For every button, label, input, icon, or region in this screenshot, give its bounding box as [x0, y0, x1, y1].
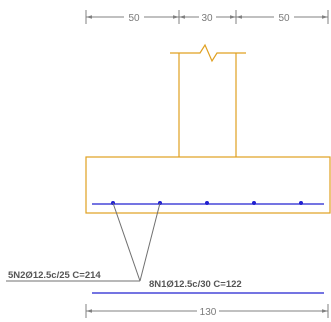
leader-line-left	[112, 202, 141, 282]
column-break-line	[170, 43, 246, 63]
rebar-dot	[205, 201, 209, 205]
bottom-dimension	[85, 304, 329, 318]
rebar-label-n1: 8N1Ø12.5c/30 C=122	[149, 279, 242, 290]
rebar-dot	[299, 201, 303, 205]
dim-text-right: 50	[278, 13, 290, 24]
column-outline	[170, 43, 246, 157]
dim-text-bottom: 130	[200, 307, 217, 318]
rebar-dot	[252, 201, 256, 205]
top-dimension	[85, 10, 329, 24]
leader-lines	[6, 202, 161, 282]
dim-text-middle: 30	[201, 13, 213, 24]
leader-line-right	[139, 202, 161, 282]
rebar-label-n2: 5N2Ø12.5c/25 C=214	[8, 270, 101, 281]
dim-text-left: 50	[128, 13, 140, 24]
footing-outline	[85, 156, 331, 214]
